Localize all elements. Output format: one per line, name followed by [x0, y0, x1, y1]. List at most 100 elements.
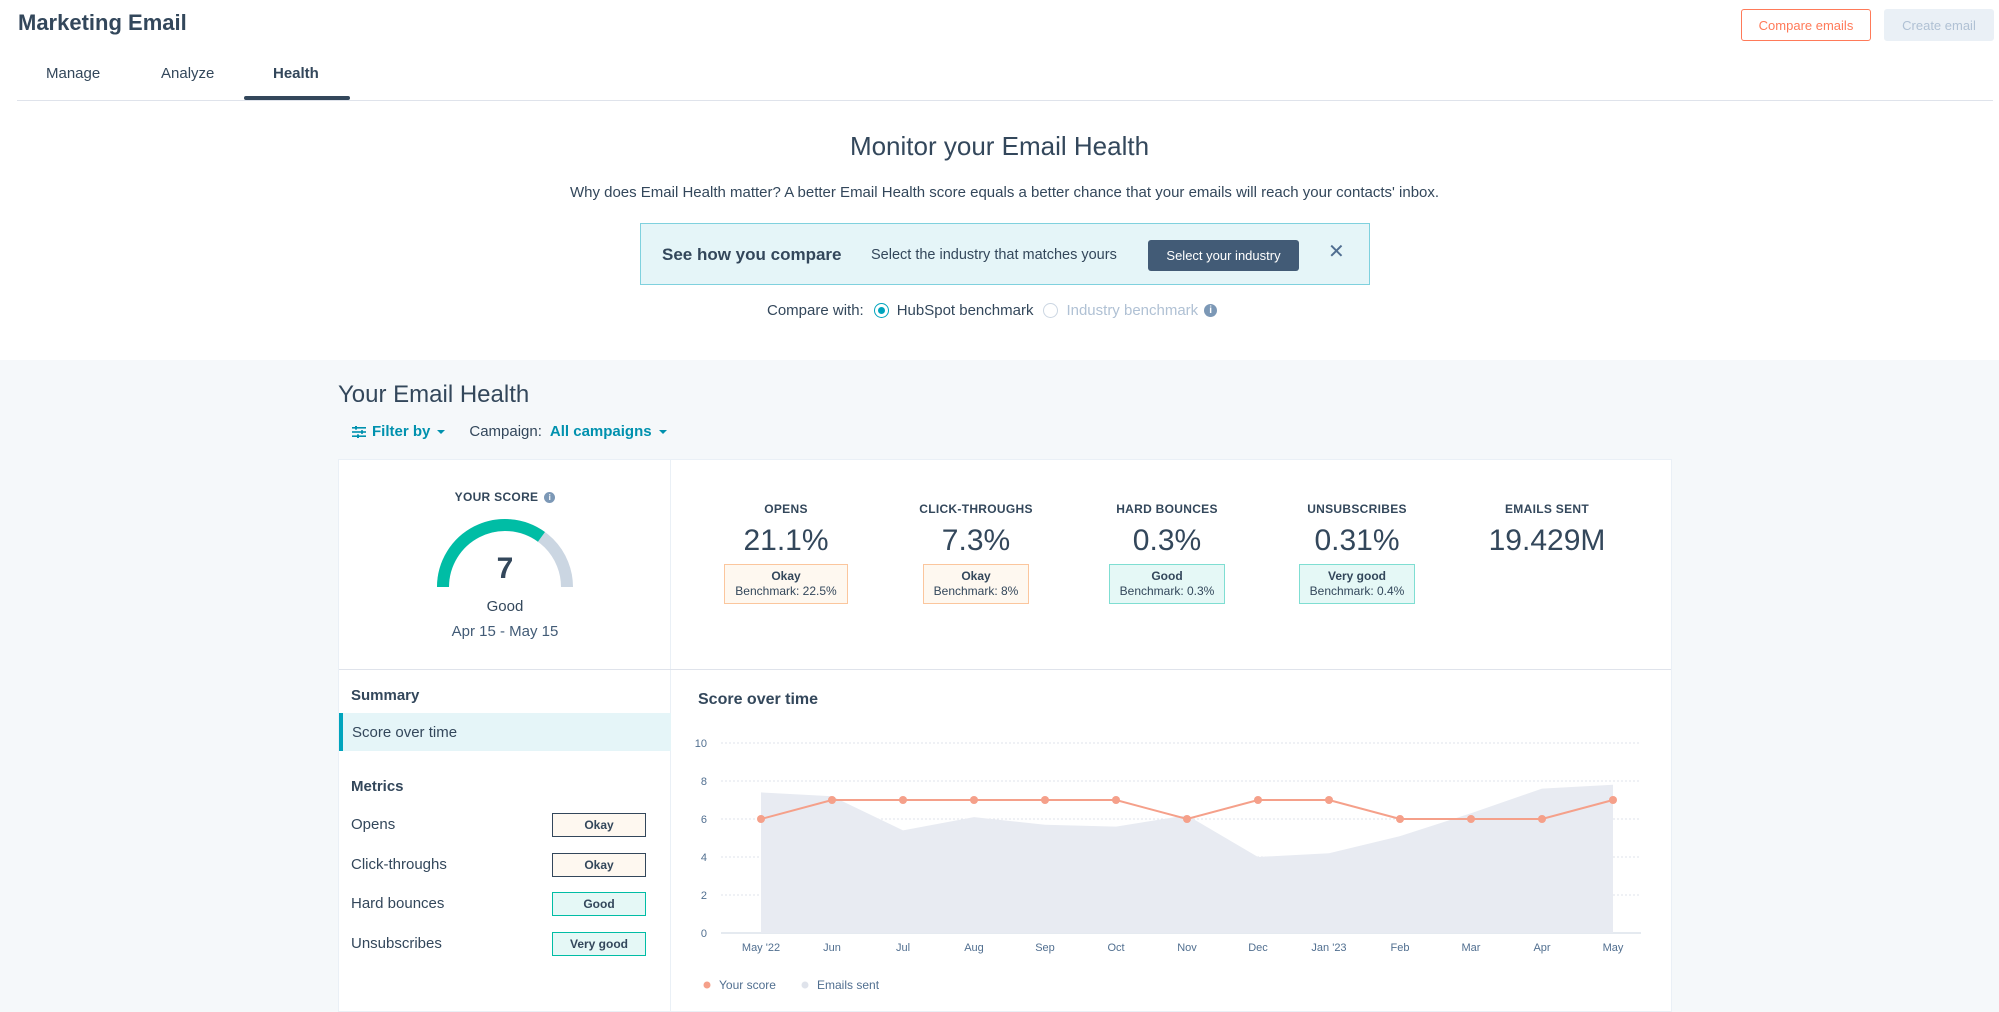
metric-opens: OPENS 21.1% Okay Benchmark: 22.5% — [701, 502, 871, 604]
score-point — [1325, 796, 1333, 804]
metric-value: 19.429M — [1488, 524, 1606, 557]
status-badge: Good Benchmark: 0.3% — [1108, 564, 1226, 604]
y-tick-label: 2 — [701, 890, 707, 902]
chevron-down-icon — [658, 429, 667, 434]
app-title: Marketing Email — [18, 10, 187, 35]
score-point — [757, 815, 765, 823]
score-point — [1112, 796, 1120, 804]
compare-with-row: Compare with: HubSpot benchmark Industry… — [767, 300, 1218, 320]
select-industry-button[interactable]: Select your industry — [1148, 240, 1299, 271]
close-icon[interactable]: ✕ — [1328, 241, 1345, 263]
filter-icon — [352, 425, 366, 438]
y-tick-label: 8 — [701, 776, 707, 788]
banner-text: Select the industry that matches yours — [871, 247, 1117, 263]
x-tick-label: Feb — [1391, 942, 1410, 954]
metric-label: EMAILS SENT — [1505, 502, 1589, 516]
industry-benchmark-radio[interactable] — [1043, 302, 1059, 318]
hubspot-benchmark-label[interactable]: HubSpot benchmark — [896, 301, 1034, 319]
filter-row: Filter by Campaign: All campaigns — [352, 423, 667, 440]
sidebar-item-unsubscribes[interactable]: Unsubscribes — [351, 935, 442, 952]
divider — [339, 669, 1671, 670]
gauge-fill — [437, 519, 545, 588]
top-section: Marketing Email Compare emails Create em… — [0, 0, 1999, 360]
x-tick-label: Jan '23 — [1311, 942, 1346, 954]
campaign-dropdown[interactable]: All campaigns — [549, 423, 652, 440]
metric-value: 21.1% — [743, 524, 829, 557]
x-tick-label: Mar — [1462, 942, 1481, 954]
tab-health[interactable]: Health — [273, 65, 319, 82]
tab-manage[interactable]: Manage — [46, 65, 101, 82]
x-tick-label: May — [1603, 942, 1624, 954]
score-point — [1609, 796, 1617, 804]
metric-label: CLICK-THROUGHS — [919, 502, 1033, 516]
filter-by-dropdown[interactable]: Filter by — [372, 423, 431, 440]
y-tick-label: 0 — [701, 928, 707, 940]
metric-label: HARD BOUNCES — [1116, 502, 1218, 516]
score-label: YOUR SCORE i — [339, 490, 671, 504]
tab-analyze[interactable]: Analyze — [161, 65, 215, 82]
x-tick-label: May '22 — [742, 942, 780, 954]
report-sidebar: Summary Score over time Metrics Opens Ok… — [339, 670, 671, 1012]
legend-label: Your score — [719, 978, 776, 992]
x-tick-label: Jul — [896, 942, 910, 954]
status-badge: Good — [552, 892, 646, 916]
hero-subtitle: Why does Email Health matter? A better E… — [569, 184, 1440, 201]
sidebar-item-click-throughs[interactable]: Click-throughs — [351, 856, 447, 873]
score-point — [1183, 815, 1191, 823]
metric-unsubscribes: UNSUBSCRIBES 0.31% Very good Benchmark: 0… — [1272, 502, 1442, 604]
x-tick-label: Apr — [1533, 942, 1550, 954]
score-card: YOUR SCORE i 7 Good Apr 15 - May 15 — [339, 460, 671, 670]
metric-value: 0.3% — [1132, 524, 1202, 557]
x-tick-label: Jun — [823, 942, 841, 954]
score-date-range: Apr 15 - May 15 — [451, 623, 559, 640]
hubspot-benchmark-radio[interactable] — [873, 302, 889, 318]
line-chart: 0 2 4 6 8 10 May '22 Jun Jul Aug Sep Oct Nov Dec Jan '… — [695, 738, 1641, 992]
compare-label: Compare with: — [767, 301, 864, 319]
x-tick-label: Aug — [964, 942, 984, 954]
metric-label: OPENS — [764, 502, 808, 516]
x-tick-label: Sep — [1035, 942, 1055, 954]
sidebar-item-hard-bounces[interactable]: Hard bounces — [351, 895, 445, 912]
status-badge: Okay — [552, 853, 646, 877]
banner-title: See how you compare — [662, 245, 842, 264]
status-badge: Okay Benchmark: 8% — [922, 564, 1030, 604]
metric-value: 0.31% — [1314, 524, 1400, 557]
score-over-time-chart: Score over time 0 2 4 6 8 10 May '22 Jun Jul Aug S… — [671, 670, 1671, 1012]
score-point — [899, 796, 907, 804]
status-badge: Very good — [552, 932, 646, 956]
y-tick-label: 6 — [701, 814, 707, 826]
sidebar-item-opens[interactable]: Opens — [351, 816, 396, 833]
metric-value: 7.3% — [941, 524, 1011, 557]
info-icon[interactable]: i — [1204, 303, 1218, 317]
active-tab-indicator — [244, 96, 350, 100]
metric-click-throughs: CLICK-THROUGHS 7.3% Okay Benchmark: 8% — [891, 502, 1061, 604]
score-point — [1396, 815, 1404, 823]
tab-bar: Manage Analyze Health — [17, 55, 1993, 101]
compare-emails-button[interactable]: Compare emails — [1741, 9, 1871, 41]
y-tick-label: 4 — [701, 852, 707, 864]
metric-emails-sent: EMAILS SENT 19.429M — [1462, 502, 1632, 558]
score-point — [970, 796, 978, 804]
x-tick-label: Nov — [1177, 942, 1197, 954]
score-point — [828, 796, 836, 804]
status-badge: Okay — [552, 813, 646, 837]
health-panel: YOUR SCORE i 7 Good Apr 15 - May 15 OPENS… — [338, 459, 1672, 1012]
metric-label: UNSUBSCRIBES — [1307, 502, 1407, 516]
industry-benchmark-label[interactable]: Industry benchmark — [1066, 301, 1199, 319]
info-icon[interactable]: i — [544, 492, 556, 504]
legend-marker — [703, 981, 711, 989]
create-email-button[interactable]: Create email — [1884, 9, 1994, 41]
hero-title: Monitor your Email Health — [849, 131, 1150, 161]
emails-sent-area — [761, 784, 1613, 933]
chart-title: Score over time — [698, 691, 819, 708]
status-badge: Okay Benchmark: 22.5% — [724, 564, 848, 604]
campaign-label: Campaign: — [469, 423, 542, 440]
chevron-down-icon — [437, 429, 446, 434]
metrics-heading: Metrics — [351, 778, 404, 795]
score-value: 7 — [496, 552, 514, 585]
metric-hard-bounces: HARD BOUNCES 0.3% Good Benchmark: 0.3% — [1082, 502, 1252, 604]
x-tick-label: Oct — [1107, 942, 1124, 954]
x-tick-label: Dec — [1248, 942, 1268, 954]
score-point — [1254, 796, 1262, 804]
sidebar-item-score-over-time[interactable]: Score over time — [339, 713, 671, 751]
